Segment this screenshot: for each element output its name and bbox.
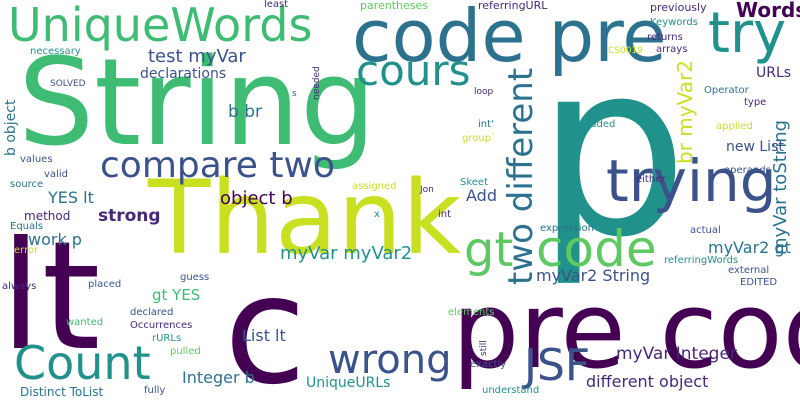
word-x: x xyxy=(374,209,380,220)
word-wrong: wrong xyxy=(328,337,452,383)
word-exactly: exactly xyxy=(470,359,507,370)
word-code-pre: code pre xyxy=(352,0,667,78)
word-fully: fully xyxy=(144,385,166,396)
word-pre-code: pre code xyxy=(452,269,800,392)
word-yes-lt: YES lt xyxy=(48,188,94,207)
word-operator: Operator xyxy=(704,85,749,96)
word-added: added xyxy=(584,119,616,130)
word-cours: cours xyxy=(356,46,471,95)
word-needed: needed xyxy=(312,66,322,100)
word-understand: understand xyxy=(482,385,540,396)
word-least: least xyxy=(264,0,289,10)
word-referringwords: referringWords xyxy=(664,255,739,266)
word-uniquewords: UniqueWords xyxy=(8,0,313,52)
word-try: try xyxy=(708,1,787,66)
word-external: external xyxy=(728,265,770,276)
word-previously: previously xyxy=(650,1,707,14)
word-myvar2-string: myVar2 String xyxy=(536,266,651,285)
word-b-br: b br xyxy=(228,102,262,122)
word-either: either xyxy=(636,174,666,185)
word-declared: declared xyxy=(130,307,174,318)
word-new-list: new List xyxy=(726,139,784,155)
word-string: String xyxy=(18,34,377,173)
word-myvar2-gt: myVar2 gt xyxy=(708,238,791,257)
word-trying: trying xyxy=(606,147,777,215)
word-br-myvar2: br myVar2 xyxy=(673,60,697,164)
word-method: method xyxy=(24,209,71,223)
word-myvar-integer: myVar Integer xyxy=(616,344,737,364)
word-skeet: Skeet xyxy=(460,177,489,188)
word-elements: elements xyxy=(448,307,495,318)
word-operands: operands xyxy=(724,165,771,176)
word-source: source xyxy=(10,179,44,190)
word-lt: lt xyxy=(0,210,101,384)
word-jsf: JSF xyxy=(524,340,591,391)
word-group: group` xyxy=(462,133,497,144)
word-p: p xyxy=(536,10,689,290)
word-expression: expression xyxy=(540,223,594,234)
word-returns: returns xyxy=(647,32,683,43)
word-necessary: necessary xyxy=(30,46,81,57)
word-loop: loop xyxy=(474,87,494,97)
word-urls: URLs xyxy=(756,65,792,81)
word-equals: Equals xyxy=(10,221,44,232)
word-valid: valid xyxy=(44,169,68,180)
word-integer-b: Integer b xyxy=(182,368,255,387)
word-always: always xyxy=(2,281,37,292)
word-placed: placed xyxy=(88,279,122,290)
word-two-different: two different xyxy=(501,67,541,285)
word-edited: EDITED xyxy=(740,277,778,288)
word-work-p: work p xyxy=(28,230,82,249)
word-still: still xyxy=(479,340,489,356)
word-b-object: b object xyxy=(3,99,19,156)
word-add: Add xyxy=(466,186,497,205)
word-wanted: wanted xyxy=(66,317,104,328)
word-actual: actual xyxy=(690,225,721,236)
word-values: values xyxy=(20,154,53,165)
word-occurrences: Occurrences xyxy=(130,320,193,331)
word-distinct-tolist: Distinct ToList xyxy=(20,385,104,399)
word-uniqueurls: UniqueURLs xyxy=(306,375,391,391)
word-c: c xyxy=(224,244,307,400)
word-declarations: declarations xyxy=(140,66,227,82)
word-jon: Jon xyxy=(420,185,434,195)
word-s: s xyxy=(292,89,297,99)
word-pulled: pulled xyxy=(170,346,201,357)
word-applied: applied xyxy=(716,121,753,132)
word-count: Count xyxy=(14,336,151,390)
word-rurls: rURLs xyxy=(152,333,182,344)
word-keywords: Keywords xyxy=(650,17,698,28)
word-solved: SOLVED xyxy=(50,79,86,89)
word-code: code xyxy=(536,220,657,278)
word-type: type xyxy=(744,97,767,108)
word-gt-yes: gt YES xyxy=(152,286,201,304)
word-arrays: arrays xyxy=(656,44,688,55)
word-words: Words xyxy=(736,0,800,22)
word-cs0019: CS0019 xyxy=(608,46,643,56)
word-myvar-myvar2: myVar myVar2 xyxy=(280,243,413,264)
word-assigned: assigned xyxy=(352,181,397,192)
word-gt: gt xyxy=(464,222,514,278)
word-guess: guess xyxy=(180,272,210,283)
word-parentheses: parentheses xyxy=(360,0,429,12)
word-list-lt: List lt xyxy=(242,326,286,345)
word-referringurl: referringURL xyxy=(478,0,548,12)
word-compare-two: compare two xyxy=(100,145,335,186)
word-strong: strong xyxy=(98,206,161,226)
word-different-object: different object xyxy=(586,372,709,391)
word-test-myvar: test myVar xyxy=(148,46,246,67)
word-thank: Thank xyxy=(148,159,462,278)
word-error: error xyxy=(14,245,39,256)
word-int: int xyxy=(438,209,452,220)
word-int: int' xyxy=(478,119,494,130)
word-object-b: object b xyxy=(220,188,293,209)
